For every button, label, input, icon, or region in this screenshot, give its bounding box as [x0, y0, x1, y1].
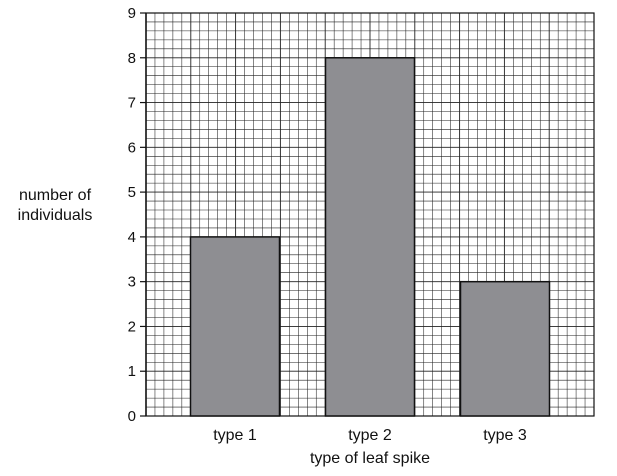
- x-tick-label: type 3: [483, 427, 527, 444]
- y-tick-label: 2: [128, 318, 136, 335]
- y-tick-label: 9: [128, 5, 136, 22]
- bar-type-3: [459, 280, 551, 417]
- y-tick-label: 4: [128, 229, 136, 246]
- y-axis-label-line-1: number of: [19, 187, 92, 204]
- y-tick-label: 1: [128, 363, 136, 380]
- y-tick-label: 3: [128, 274, 136, 291]
- x-tick-labels: type 1 type 2 type 3: [213, 427, 527, 444]
- bar-type-1: [189, 236, 281, 417]
- x-tick-label: type 2: [348, 427, 392, 444]
- x-axis-label: type of leaf spike: [310, 450, 430, 467]
- y-axis-label-line-2: individuals: [18, 207, 93, 224]
- y-tick-label: 0: [128, 408, 136, 425]
- y-tick-label: 6: [128, 139, 136, 156]
- bars: [189, 57, 551, 417]
- x-tick-label: type 1: [213, 427, 257, 444]
- bar-type-2: [324, 57, 416, 417]
- y-tick-label: 7: [128, 95, 136, 112]
- y-ticks: 0 1 2 3 4 5 6 7 8 9: [128, 5, 146, 425]
- y-tick-label: 5: [128, 184, 136, 201]
- y-tick-label: 8: [128, 50, 136, 67]
